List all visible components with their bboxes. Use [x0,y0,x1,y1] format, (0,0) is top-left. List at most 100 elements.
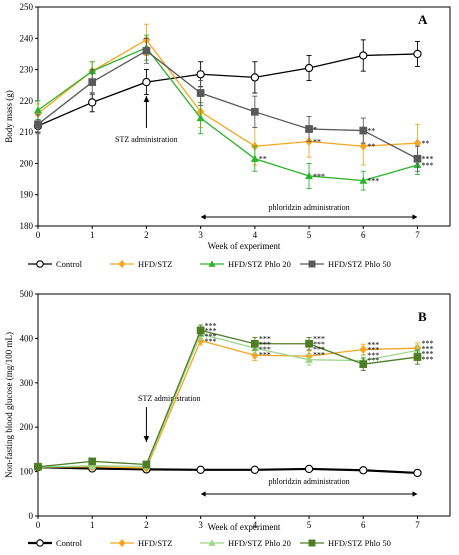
data-point [359,466,368,475]
series-line [37,339,418,469]
panel-letter: B [418,309,427,324]
stz-arrow-head [143,96,150,102]
x-tick-label: 4 [253,230,258,240]
data-point [305,355,314,363]
y-tick-label: 100 [20,467,34,477]
y-tick-label: 200 [20,158,34,168]
data-point [359,344,368,355]
significance-label: * [313,125,317,134]
series-control [33,39,422,133]
data-point [88,461,97,469]
y-tick-label: 0 [29,511,34,521]
data-point [196,89,205,97]
panel-b: 0 100 200 300 400 500 0 1 2 3 4 5 6 7 Week of experime… [4,289,451,548]
y-tick-label: 400 [20,333,34,343]
data-point [196,326,205,335]
series-line [37,38,418,147]
data-point [142,460,151,469]
significance-label: *** [421,344,433,353]
x-tick-label: 4 [253,520,258,530]
phlo-annotation: phloridzin administration [268,477,349,486]
legend-marker [308,539,316,547]
phlo-arrow-head-left [200,491,206,497]
x-tick-label: 5 [307,230,312,240]
series-hfd-stz-phlo-50 [34,324,422,471]
x-tick-label: 1 [90,520,95,530]
data-point [413,468,422,478]
legend-marker [208,539,216,546]
y-axis-title: Non-fasting blood glucose (mg/100 mL) [4,332,14,478]
data-point [359,360,368,369]
significance-label: ** [313,138,321,147]
data-point [250,339,259,348]
y-tick-label: 240 [20,33,34,43]
significance-label: ** [367,127,375,136]
significance-label: *** [205,337,217,346]
panel-a: 180 190 200 210 220 230 240 250 0 1 2 3 4 5 6 7 Week of … [4,2,451,269]
y-tick-label: 200 [20,422,34,432]
data-point [88,457,97,466]
data-point [359,141,368,151]
data-point [250,73,259,82]
phlo-annotation: phloridzin administration [268,203,349,212]
y-axis-title: Body mass (g) [4,90,14,143]
data-point [196,113,205,122]
x-axis-title: Week of experiment [208,522,281,532]
data-point [34,462,42,471]
phlo-arrow-head-right [412,214,418,220]
significance-label: *** [205,332,217,341]
significance-label: *** [259,350,271,359]
significance-label: *** [367,351,379,360]
series-hfd-stz-phlo-50 [34,37,422,172]
data-point [196,70,205,79]
significance-label: ** [367,142,375,151]
legend-label: HFD/STZ Phlo 20 [228,259,291,269]
y-tick-label: 500 [20,289,34,299]
x-tick-label: 2 [144,230,149,240]
y-tick-label: 190 [20,190,34,200]
stz-arrow-head [143,436,150,442]
significance-label: *** [259,345,271,354]
x-tick-label: 6 [361,520,366,530]
data-point [359,126,368,135]
series-control [33,463,422,478]
significance-label: *** [421,350,433,359]
data-point [359,176,368,184]
x-tick-label: 3 [198,520,203,530]
data-point [88,78,97,86]
y-tick-label: 300 [20,378,34,388]
stz-annotation: STZ administration [138,394,200,403]
significance-label: *** [313,340,325,349]
phlo-arrow-head-left [200,214,206,220]
series-line [37,329,418,468]
x-axis-title: Week of experiment [208,241,281,251]
significance-label: *** [205,321,217,330]
data-point [196,465,205,474]
significance-label: *** [205,327,217,336]
significance-label: *** [313,345,325,354]
significance-label: *** [421,161,433,170]
significance-label: *** [421,155,433,164]
legend-label: HFD/STZ [138,538,172,548]
legend-marker [36,260,44,268]
y-tick-label: 230 [20,65,34,75]
significance-label: ** [421,139,429,148]
data-point [250,154,259,162]
legend-marker [308,260,316,268]
data-point [33,106,43,114]
significance-label: *** [313,335,325,344]
series-line [37,53,418,127]
significance-label: *** [421,355,433,364]
series-line [37,466,418,475]
y-tick-label: 250 [20,2,34,12]
data-point [305,171,314,180]
x-tick-label: 1 [90,230,95,240]
significance-label: *** [367,177,379,186]
significance-label: *** [421,339,433,348]
plot-frame [37,293,451,517]
data-point [304,63,314,73]
data-point [34,120,42,129]
phlo-arrow-head-right [412,491,418,497]
